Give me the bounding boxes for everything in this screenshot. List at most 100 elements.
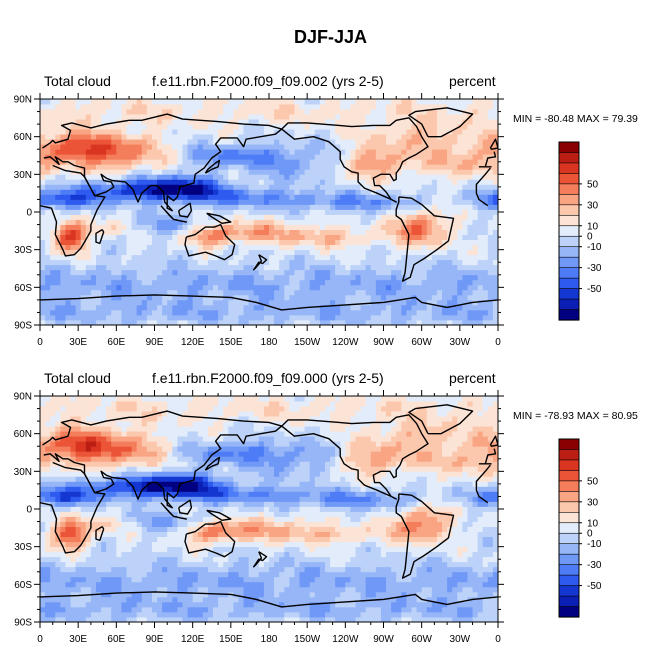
field-cell [360,174,367,180]
field-cell [274,114,280,120]
field-cell [314,114,321,120]
field-cell [90,104,97,110]
field-cell [284,244,290,251]
field-cell [55,304,61,311]
field-cell [274,144,280,150]
field-cell [131,109,138,115]
field-cell [442,164,448,170]
field-cell [223,244,229,251]
field-cell [487,209,494,215]
field-cell [106,441,112,447]
field-cell [121,421,127,427]
field-cell [472,279,479,286]
field-cell [243,139,250,145]
field-cell [131,401,138,407]
field-cell [299,114,306,120]
field-cell [121,204,127,210]
field-cell [101,436,107,442]
field-cell [228,244,234,251]
field-cell [136,586,143,593]
field-cell [146,174,153,180]
field-cell [45,541,51,548]
field-cell [136,536,143,543]
field-cell [355,214,361,220]
field-cell [223,109,229,115]
field-cell [253,184,260,190]
field-cell [345,219,351,225]
field-cell [151,314,158,321]
field-cell [106,254,112,261]
field-cell [126,164,132,170]
field-cell [238,229,244,235]
field-cell [335,294,341,301]
field-cell [106,506,112,512]
field-cell [350,154,356,160]
field-cell [162,304,168,311]
field-cell [477,189,484,195]
field-cell [279,214,285,220]
field-cell [207,184,214,190]
field-cell [294,264,300,271]
field-cell [365,249,372,256]
field-cell [314,169,321,175]
field-cell [162,214,168,220]
field-cell [365,139,372,145]
field-cell [391,244,397,251]
field-cell [213,229,219,235]
field-cell [172,174,178,180]
field-cell [45,164,51,170]
x-tick-label: 0 [37,337,43,348]
field-cell [223,189,229,195]
field-cell [80,209,87,215]
field-cell [85,436,92,442]
field-cell [233,134,239,140]
field-cell [477,139,484,145]
field-cell [258,139,265,145]
field-cell [95,441,102,447]
field-cell [141,194,148,200]
field-cell [157,179,163,185]
field-cell [421,214,428,220]
field-cell [396,124,402,130]
field-cell [370,144,377,150]
field-cell [65,299,71,306]
field-cell [396,284,402,291]
field-cell [40,471,46,477]
field-cell [457,154,463,160]
field-cell [131,284,138,291]
field-cell [294,194,300,200]
field-cell [396,224,402,230]
field-cell [452,274,458,281]
field-cell [442,309,448,316]
field-cell [401,304,407,311]
field-cell [141,314,148,321]
field-cell [487,199,494,205]
field-cell [391,284,397,291]
field-cell [116,189,122,195]
field-cell [70,99,77,105]
x-tick-label: 60W [411,337,432,348]
field-cell [355,254,361,261]
field-cell [258,109,265,115]
field-cell [396,269,402,276]
field-cell [45,426,51,432]
field-cell [187,269,194,276]
field-cell [467,239,473,246]
field-cell [380,234,387,241]
field-cell [380,124,387,130]
field-cell [177,304,183,311]
field-cell [436,309,443,316]
field-cell [284,314,290,321]
field-cell [345,164,351,170]
field-cell [75,606,82,613]
field-cell [431,274,438,281]
field-cell [274,284,280,291]
field-cell [90,551,97,558]
field-cell [85,511,92,517]
field-cell [263,279,270,286]
field-cell [421,144,428,150]
field-cell [345,119,351,125]
field-cell [289,279,295,286]
field-cell [116,229,122,235]
field-cell [324,284,331,291]
